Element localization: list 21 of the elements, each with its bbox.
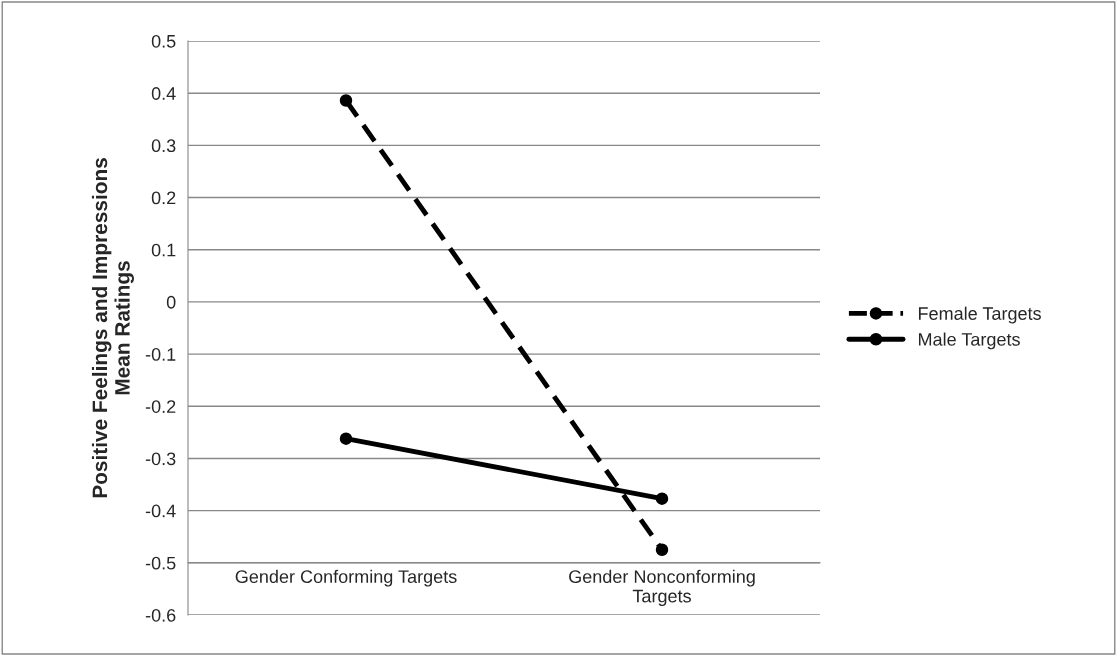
y-tick-label: 0.2 xyxy=(151,191,176,205)
y-tick-label: -0.6 xyxy=(145,608,176,622)
y-tick-label: 0.5 xyxy=(151,34,176,48)
y-tick-label: 0.1 xyxy=(151,243,176,257)
x-tick-label: Gender Conforming Targets xyxy=(235,569,457,587)
y-tick-label: -0.3 xyxy=(145,452,176,466)
y-tick-label: -0.5 xyxy=(145,556,176,570)
point xyxy=(655,543,669,557)
legend-label: Male Targets xyxy=(918,332,1020,350)
y-tick-label: -0.4 xyxy=(145,504,176,518)
y-tick-label: 0.3 xyxy=(151,139,176,153)
point xyxy=(655,492,669,505)
point xyxy=(339,94,353,107)
y-axis-title: Positive Feelings and Impressions Mean Ratings xyxy=(91,158,134,498)
point xyxy=(339,432,353,445)
x-tick-label: Gender Nonconforming Targets xyxy=(569,569,755,607)
legend-label: Female Targets xyxy=(918,306,1041,324)
y-tick-label: 0 xyxy=(166,295,176,309)
y-tick-label: -0.2 xyxy=(145,400,176,413)
y-tick-label: -0.1 xyxy=(145,348,176,361)
y-tick-label: 0.4 xyxy=(151,87,176,100)
